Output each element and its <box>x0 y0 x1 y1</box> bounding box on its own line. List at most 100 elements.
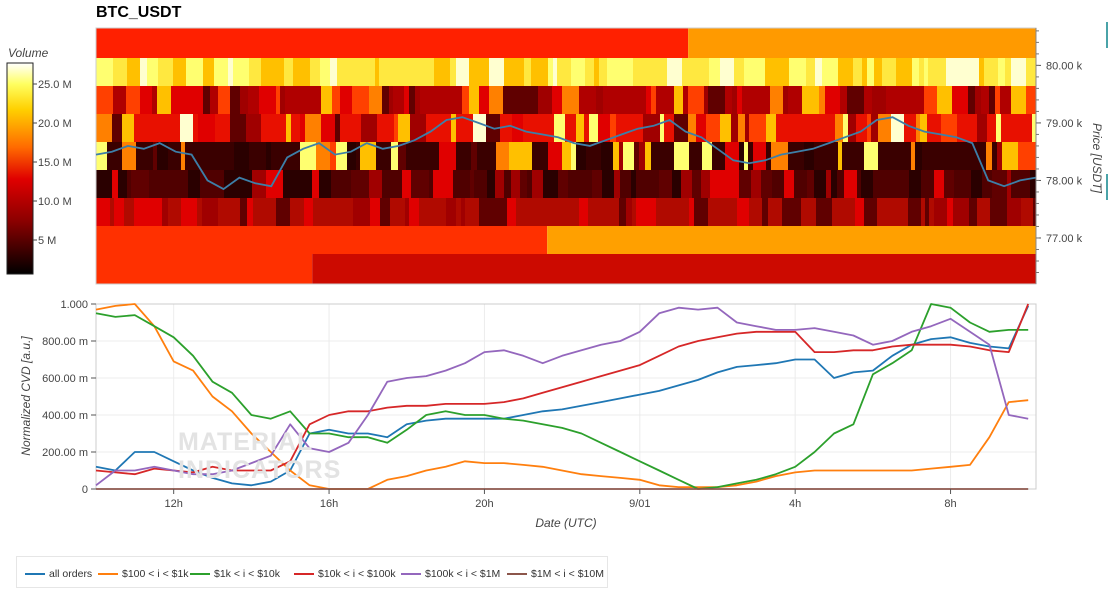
heatmap-cell <box>96 198 110 226</box>
heatmap-cell <box>1032 142 1036 170</box>
heatmap-cell <box>503 86 517 114</box>
heatmap-cell <box>999 170 1007 198</box>
heatmap-cell <box>619 198 626 226</box>
heatmap-cell <box>461 198 465 226</box>
heatmap-cell <box>660 114 664 142</box>
heatmap-cell <box>861 170 873 198</box>
heatmap-cell <box>531 58 536 86</box>
legend-item[interactable]: $1k < i < $10k <box>190 568 280 580</box>
heatmap-cell <box>751 170 761 198</box>
heatmap-cell <box>672 170 681 198</box>
heatmap-cell <box>415 86 420 114</box>
heatmap-cell <box>514 58 524 86</box>
heatmap-cell <box>261 58 274 86</box>
heatmap-cell <box>826 170 831 198</box>
heatmap-cell <box>484 58 489 86</box>
heatmap-cell <box>369 170 382 198</box>
heatmap-cell <box>969 198 977 226</box>
heatmap-cell <box>380 198 390 226</box>
colorbar <box>6 62 34 275</box>
heatmap-cell <box>389 86 393 114</box>
heatmap-cell <box>934 170 944 198</box>
heatmap-cell <box>548 142 562 170</box>
heatmap-cell <box>96 114 112 142</box>
heatmap-cell <box>835 114 843 142</box>
heatmap-cell <box>844 170 857 198</box>
legend-item[interactable]: $10k < i < $100k <box>294 568 396 580</box>
heatmap-cell <box>543 170 558 198</box>
heatmap-cell <box>576 114 584 142</box>
heatmap-cell <box>645 142 651 170</box>
heatmap-cell <box>947 198 953 226</box>
heatmap-cell <box>181 198 197 226</box>
heatmap-cell <box>511 170 520 198</box>
heatmap-cell <box>732 86 737 114</box>
heatmap-cell <box>293 58 310 86</box>
legend-item[interactable]: $100 < i < $1k <box>98 568 189 580</box>
heatmap-cell <box>896 58 912 86</box>
heatmap-cell <box>957 198 969 226</box>
heatmap-cell <box>532 170 543 198</box>
heatmap-cell <box>246 114 261 142</box>
heatmap-cell <box>398 114 410 142</box>
heatmap-cell <box>952 86 962 114</box>
heatmap-cell <box>807 170 814 198</box>
heatmap-cell <box>739 170 751 198</box>
heatmap-cell <box>531 86 538 114</box>
cvd-x-tick-label: 20h <box>475 498 493 510</box>
legend-item[interactable]: $1M < i < $10M <box>507 568 604 580</box>
cvd-series-line <box>95 303 1030 476</box>
legend-swatch <box>507 573 527 575</box>
heatmap-cell <box>140 58 147 86</box>
heatmap-cell <box>651 86 656 114</box>
heatmap-cell <box>409 86 415 114</box>
cvd-y-ticks: 1.000 800.00 m 600.00 m 400.00 m 200.00 m 0 <box>42 299 96 496</box>
heatmap-cell <box>816 198 832 226</box>
heatmap-cell <box>968 86 975 114</box>
heatmap-cell <box>610 114 616 142</box>
heatmap-cell <box>446 198 456 226</box>
legend-swatch <box>294 573 314 575</box>
heatmap-cell <box>240 198 247 226</box>
heatmap-cell <box>571 58 585 86</box>
heatmap-cell <box>449 170 453 198</box>
heatmap-cell <box>753 142 766 170</box>
heatmap-cell <box>878 114 891 142</box>
heatmap-cell <box>594 58 599 86</box>
heatmap-cell <box>194 170 200 198</box>
heatmap-cell <box>131 170 142 198</box>
heatmap-cell <box>434 58 450 86</box>
legend-label: $100k < i < $1M <box>425 568 501 580</box>
heatmap-cell <box>975 86 981 114</box>
heatmap-cell <box>864 142 878 170</box>
heatmap-cell <box>937 86 952 114</box>
cvd-x-tick-label: 8h <box>944 498 956 510</box>
heatmap-cell <box>601 142 613 170</box>
price-tick-label: 77.00 k <box>1046 233 1083 245</box>
cvd-x-ticks: 12h 16h 20h 9/01 4h 8h <box>165 489 957 510</box>
heatmap-cell <box>353 198 359 226</box>
heatmap-cell <box>838 58 853 86</box>
heatmap-cell <box>789 58 806 86</box>
heatmap-cell <box>298 170 312 198</box>
heatmap-cell <box>688 114 696 142</box>
right-edge-marker <box>1106 22 1108 48</box>
heatmap-cell <box>639 142 645 170</box>
heatmap-cell <box>145 198 162 226</box>
heatmap-cell <box>748 58 765 86</box>
heatmap-cell <box>552 86 562 114</box>
heatmap-cell <box>783 86 788 114</box>
legend-item[interactable]: $100k < i < $1M <box>401 568 500 580</box>
cvd-series-line <box>95 303 1029 490</box>
cvd-series-line <box>95 305 1030 487</box>
heatmap-cell <box>112 114 122 142</box>
heatmap-cell <box>203 86 210 114</box>
heatmap-cell <box>778 58 789 86</box>
heatmap-cell <box>114 198 124 226</box>
heatmap-band <box>547 226 1036 254</box>
legend-item[interactable]: all orders <box>25 568 92 580</box>
heatmap-cell <box>451 114 456 142</box>
colorbar-tick-label: 25.0 M <box>38 79 72 91</box>
heatmap-cell <box>479 86 489 114</box>
heatmap-band <box>96 198 1036 226</box>
